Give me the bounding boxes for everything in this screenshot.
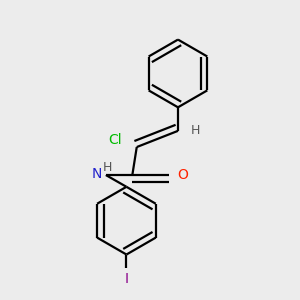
Text: N: N [92,167,102,181]
Text: Cl: Cl [108,133,122,147]
Text: H: H [102,160,112,174]
Text: I: I [124,272,128,286]
Text: O: O [177,168,188,182]
Text: H: H [191,124,200,137]
